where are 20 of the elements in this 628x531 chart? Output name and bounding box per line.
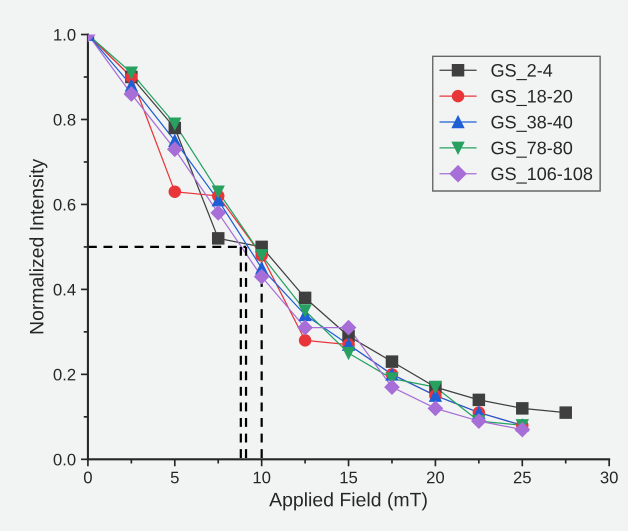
x-tick-label: 20 [426,472,444,484]
y-tick-label: 0.6 [54,198,76,211]
x-tick-label: 30 [600,472,618,484]
legend-label: GS_38-40 [491,116,572,132]
x-tick-label: 15 [340,472,358,484]
x-tick-label: 0 [84,472,92,484]
x-tick-label: 10 [254,472,270,484]
legend-label: GS_2-4 [491,64,552,80]
y-tick-label: 0.4 [54,284,76,296]
y-tick-label: 0.2 [54,368,76,381]
x-tick-label: 5 [170,472,179,484]
x-axis-title: Applied Field (mT) [269,492,427,510]
x-tick-label: 25 [514,472,531,484]
y-axis-title: Normalized Intensity [29,158,48,334]
y-tick-label: 0.0 [54,454,76,466]
legend-label: GS_18-20 [491,90,572,106]
y-tick-label: 0.8 [54,114,76,126]
legend-label: GS_106-108 [491,167,592,184]
legend-label: GS_78-80 [491,142,572,158]
y-tick-label: 1.0 [54,28,76,41]
